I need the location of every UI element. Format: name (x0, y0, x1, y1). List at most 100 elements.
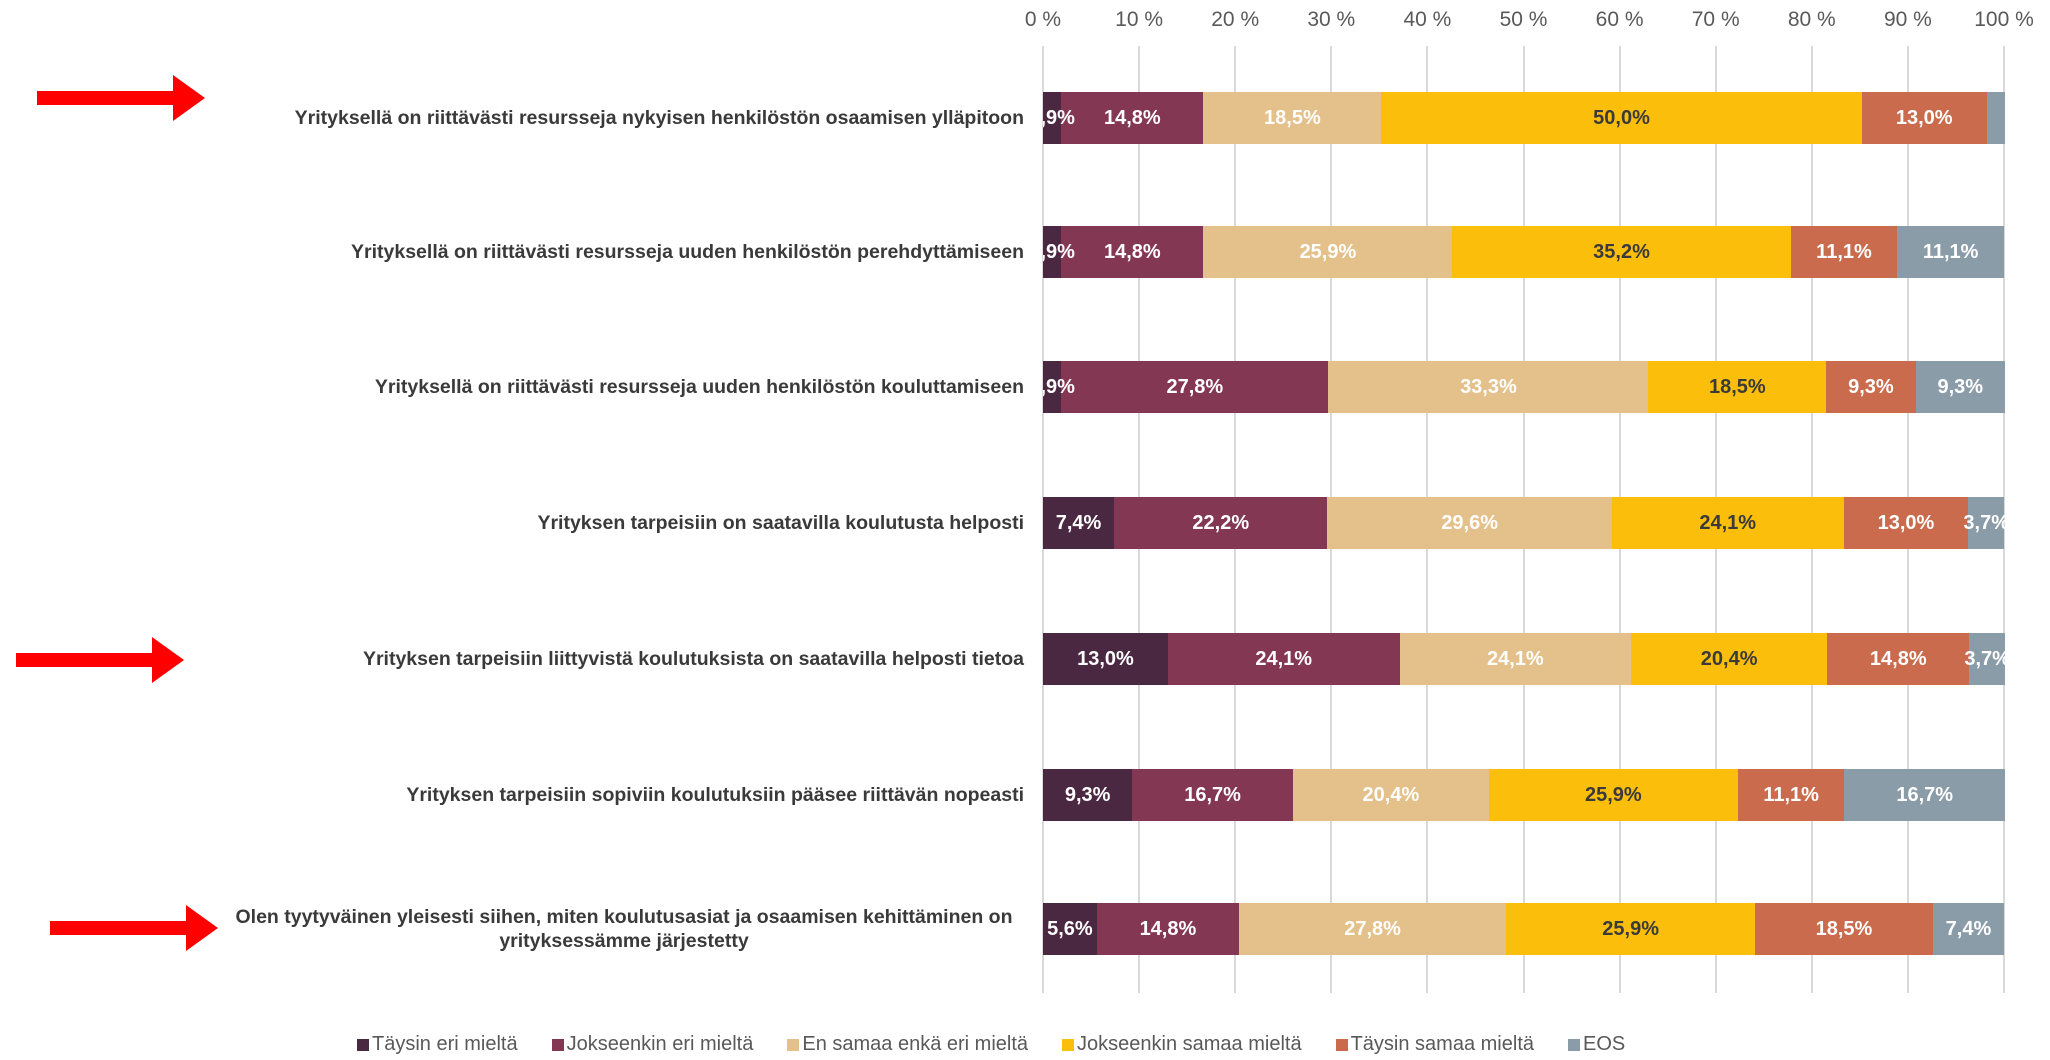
bar-segment (1986, 92, 2005, 144)
bar-segment (1631, 633, 1828, 685)
legend-item: Jokseenkin eri mieltä (551, 1033, 754, 1056)
data-label: 18,5% (1815, 918, 1873, 940)
bar-segment (1897, 226, 2004, 278)
data-label: 22,2% (1192, 512, 1250, 534)
bar-segment (1611, 497, 1844, 549)
bar-segment (1488, 769, 1738, 821)
data-label: 9,3% (1848, 376, 1894, 398)
legend-label: Jokseenkin samaa mieltä (1077, 1033, 1302, 1055)
x-tick-label: 40 % (1403, 8, 1452, 31)
bar-segment (1737, 769, 1845, 821)
legend-item: Jokseenkin samaa mieltä (1062, 1033, 1302, 1056)
data-label: 16,7% (1896, 784, 1954, 806)
data-label: 25,9% (1584, 784, 1642, 806)
bar-segment (1043, 633, 1168, 685)
arrows (16, 75, 218, 951)
bar-segment (1203, 226, 1453, 278)
plot-area: 1,9% 14,8% 18,5% 50,0% 13,0% 1,9% 14,8% 25,9% 35… (1043, 0, 2050, 1000)
category-row: Olen tyytyväinen yleisesti siihen, miten… (0, 889, 1024, 969)
bar-segment (1114, 497, 1328, 549)
data-label: 18,5% (1708, 376, 1766, 398)
plot: 0 % 10 % 20 % 30 % 40 % 50 % 60 % 70 % 80 % 90 % 1… (1025, 0, 2034, 1000)
data-label: 16,7% (1184, 784, 1241, 806)
data-label: 20,4% (1700, 648, 1758, 670)
data-label: 24,1% (1255, 648, 1313, 670)
data-label: 14,8% (1104, 107, 1161, 129)
data-label: 11,1% (1763, 784, 1819, 806)
x-tick-label: 10 % (1115, 8, 1164, 31)
data-label: 25,9% (1299, 241, 1357, 263)
data-label: 14,8% (1139, 918, 1197, 940)
data-label: 29,6% (1441, 512, 1499, 534)
bar-segment (1844, 769, 2005, 821)
bar-segment (1328, 361, 1649, 413)
data-label: 25,9% (1602, 918, 1659, 940)
data-label: 27,8% (1344, 918, 1401, 940)
bar-segment (1381, 92, 1862, 144)
bar-segment (1096, 903, 1240, 955)
bar-segment (1132, 769, 1293, 821)
category-row: Yrityksellä on riittävästi resursseja ny… (0, 78, 1024, 158)
legend-label: Jokseenkin eri mieltä (566, 1033, 754, 1055)
legend-item: Täysin eri mieltä (357, 1033, 518, 1056)
category-row: Yrityksen tarpeisiin liittyvistä koulutu… (0, 619, 1024, 699)
data-label: 24,1% (1486, 648, 1544, 670)
x-tick-label: 100 % (1974, 8, 2034, 31)
data-label: 7,4% (1945, 918, 1992, 940)
data-label: 33,3% (1460, 376, 1517, 398)
data-label: 9,3% (1064, 784, 1111, 806)
data-label: 1,9% (1043, 376, 1075, 398)
data-label: 50,0% (1593, 107, 1650, 129)
bar-segment (1861, 92, 1987, 144)
x-tick-label: 0 % (1024, 8, 1062, 31)
legend-label: EOS (1583, 1033, 1626, 1055)
bar-segment (1043, 769, 1133, 821)
bar-segment (1843, 497, 1969, 549)
legend-item: EOS (1568, 1033, 1625, 1056)
bar-segment (1061, 92, 1204, 144)
data-label: 3,7% (1963, 512, 2010, 534)
bar-segment (1292, 769, 1489, 821)
category-row: Yrityksen tarpeisiin on saatavilla koulu… (0, 483, 1024, 563)
bar-segment (1755, 903, 1933, 955)
bar-segment (1932, 903, 2004, 955)
legend-label: Täysin eri mieltä (372, 1033, 518, 1055)
category-row: Yrityksen tarpeisiin sopiviin koulutuksi… (0, 755, 1024, 835)
legend-item: En samaa enkä eri mieltä (787, 1033, 1028, 1056)
data-label: 20,4% (1362, 784, 1420, 806)
bar-segment (1203, 92, 1382, 144)
category-row: Yrityksellä on riittävästi resursseja uu… (0, 212, 1024, 292)
legend-label: En samaa enkä eri mieltä (802, 1033, 1029, 1055)
category-label: Yrityksen tarpeisiin on saatavilla koulu… (537, 512, 1024, 534)
grid-line (2003, 46, 2005, 993)
category-label: Yrityksellä on riittävästi resursseja uu… (351, 241, 1024, 263)
data-label: 5,6% (1047, 918, 1093, 940)
bar-segment (1043, 497, 1115, 549)
bar-segment (1043, 903, 1097, 955)
data-label: 1,9% (1043, 241, 1075, 263)
arrow (50, 905, 218, 951)
category-row: Yrityksellä on riittävästi resursseja uu… (0, 347, 1024, 427)
data-label: 18,5% (1264, 107, 1321, 129)
data-label: 9,3% (1937, 376, 1984, 398)
bar-segment (1167, 633, 1400, 685)
x-tick-label: 20 % (1211, 8, 1260, 31)
data-label: 13,0% (1895, 107, 1953, 129)
legend: Täysin eri mieltä Jokseenkin eri mieltä En… (357, 1033, 1625, 1056)
bar-segment (1969, 633, 2005, 685)
data-label: 27,8% (1166, 376, 1224, 398)
category-label: Yrityksellä on riittävästi resursseja ny… (294, 107, 1024, 129)
bar-segment (1827, 633, 1970, 685)
bar-segment (1826, 361, 1916, 413)
bar-segment (1043, 361, 1062, 413)
data-label: 7,4% (1055, 512, 1102, 534)
x-tick-label: 90 % (1883, 8, 1932, 31)
legend-item: Täysin samaa mieltä (1335, 1033, 1534, 1056)
bar-segment (1043, 226, 1062, 278)
bar-segment (1239, 903, 1507, 955)
bar-segment (1648, 361, 1827, 413)
legend-swatch (787, 1038, 800, 1051)
data-label: 1,9% (1043, 107, 1075, 129)
data-label: 11,1% (1816, 241, 1872, 263)
arrow (37, 75, 205, 121)
